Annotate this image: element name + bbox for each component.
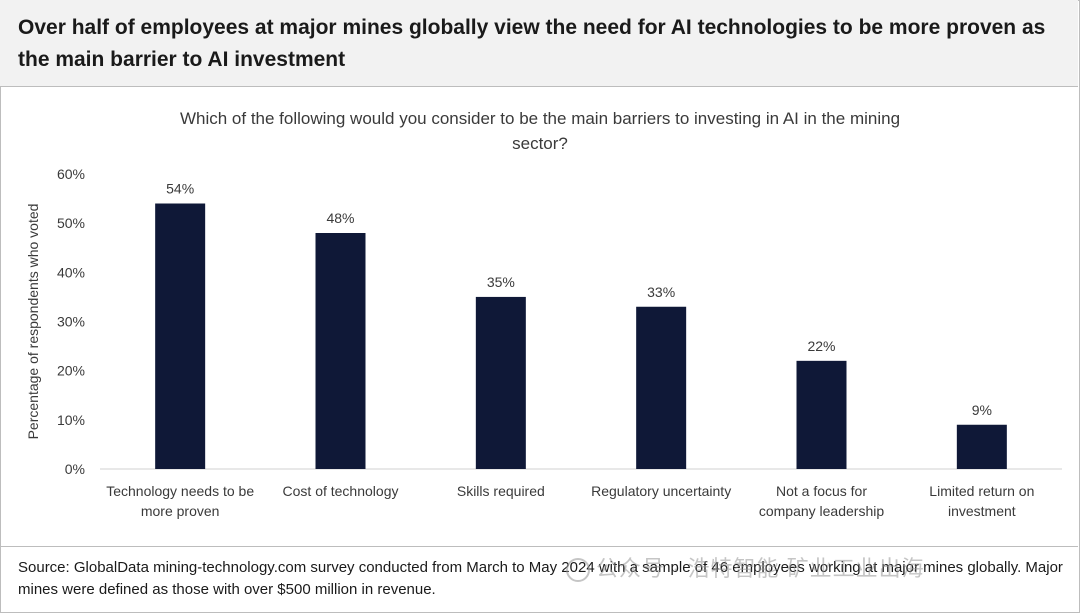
data-label: 35% — [487, 274, 515, 290]
data-label: 33% — [647, 284, 675, 300]
y-tick-label: 40% — [57, 264, 85, 280]
chart-title: sector? — [512, 134, 568, 153]
bar — [956, 424, 1007, 469]
bar — [315, 233, 366, 469]
y-tick-label: 0% — [65, 461, 85, 477]
bar — [475, 296, 526, 469]
y-tick-label: 50% — [57, 215, 85, 231]
x-tick-label: Technology needs to be — [106, 483, 254, 499]
wechat-icon — [566, 558, 590, 583]
x-tick-label: Skills required — [457, 483, 545, 499]
source-note: Source: GlobalData mining-technology.com… — [18, 559, 1063, 598]
data-label: 54% — [166, 181, 194, 197]
x-tick-label: Regulatory uncertainty — [591, 483, 731, 499]
y-tick-label: 60% — [57, 166, 85, 182]
x-tick-label: investment — [948, 503, 1016, 519]
bar — [636, 306, 687, 469]
x-tick-label: company leadership — [759, 503, 885, 519]
y-tick-label: 30% — [57, 314, 85, 330]
watermark: 公众号 · 浩特智能 矿业工业出海 — [566, 551, 925, 583]
bar — [796, 360, 847, 469]
chart-title: Which of the following would you conside… — [180, 109, 900, 128]
bar-chart: Which of the following would you conside… — [25, 109, 1062, 519]
bar — [155, 203, 206, 469]
x-tick-label: more proven — [141, 503, 220, 519]
x-tick-label: Cost of technology — [283, 483, 399, 499]
chart-area: Which of the following would you conside… — [0, 87, 1078, 545]
y-tick-label: 20% — [57, 363, 85, 379]
y-axis-label: Percentage of respondents who voted — [25, 204, 41, 440]
x-tick-label: Not a focus for — [776, 483, 867, 499]
x-tick-label: Limited return on — [929, 483, 1034, 499]
page-title: Over half of employees at major mines gl… — [18, 16, 1046, 71]
y-tick-label: 10% — [57, 412, 85, 428]
data-label: 48% — [326, 210, 354, 226]
watermark-text: 公众号 · 浩特智能 矿业工业出海 — [596, 556, 925, 581]
data-label: 9% — [972, 402, 992, 418]
data-label: 22% — [807, 338, 835, 354]
source-footer: Source: GlobalData mining-technology.com… — [0, 546, 1078, 612]
header-bar: Over half of employees at major mines gl… — [0, 0, 1078, 87]
